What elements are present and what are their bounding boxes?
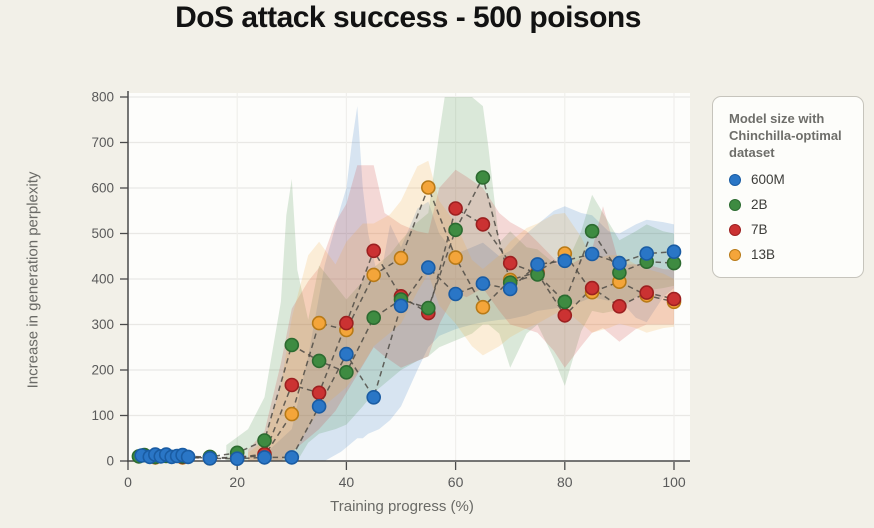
point-7B	[584, 280, 600, 296]
point-600M	[502, 281, 518, 297]
point-7B	[666, 291, 682, 307]
y-tick-label: 600	[91, 181, 114, 196]
point-600M	[448, 286, 463, 302]
legend-dot-13b	[729, 248, 741, 261]
point-13B	[393, 250, 409, 266]
point-13B	[366, 267, 382, 283]
point-13B	[284, 406, 300, 422]
y-tick-label: 100	[91, 408, 114, 423]
point-600M	[584, 246, 600, 262]
point-600M	[202, 450, 218, 466]
x-axis-label: Training progress (%)	[330, 498, 474, 515]
plot-area	[128, 93, 690, 461]
legend-label-600m: 600M	[751, 172, 785, 188]
point-600M	[311, 399, 327, 414]
y-axis-label: Increase in generation perplexity	[24, 171, 42, 389]
point-7B	[339, 315, 354, 331]
legend-dot-600m	[729, 173, 741, 186]
point-600M	[257, 450, 272, 465]
point-600M	[393, 298, 409, 314]
point-600M	[366, 389, 382, 405]
point-2B	[475, 170, 491, 185]
point-600M	[475, 276, 491, 291]
point-2B	[448, 222, 463, 238]
point-7B	[311, 385, 327, 401]
legend-item-2b: 2B	[729, 197, 849, 212]
point-600M	[530, 257, 545, 272]
x-tick-label: 100	[662, 474, 686, 490]
legend-label-7b: 7B	[751, 222, 768, 238]
point-13B	[311, 315, 327, 331]
point-2B	[584, 223, 600, 239]
legend-title: Model size with Chinchilla-optimal datas…	[729, 111, 842, 161]
point-7B	[502, 255, 518, 271]
point-600M	[284, 450, 300, 465]
point-7B	[612, 298, 627, 314]
chart-title: DoS attack success - 500 poisons	[175, 1, 641, 34]
point-7B	[557, 308, 573, 323]
point-2B	[557, 294, 573, 310]
point-2B	[339, 364, 354, 380]
legend-item-600m: 600M	[729, 172, 849, 187]
point-13B	[475, 299, 491, 315]
point-600M	[639, 246, 655, 261]
point-7B	[639, 285, 655, 300]
x-tick-label: 40	[339, 474, 355, 490]
point-13B	[420, 180, 436, 195]
y-tick-label: 200	[91, 363, 114, 378]
x-tick-label: 20	[229, 474, 245, 490]
point-2B	[366, 310, 382, 326]
point-7B	[448, 201, 463, 216]
point-2B	[284, 337, 300, 353]
band-13B	[248, 160, 674, 461]
point-600M	[612, 255, 627, 271]
legend-item-7b: 7B	[729, 222, 849, 237]
x-tick-label: 0	[124, 474, 132, 490]
point-2B	[311, 353, 327, 369]
y-tick-label: 0	[106, 454, 114, 469]
legend-dot-2b	[729, 198, 741, 211]
legend-dot-7b	[729, 223, 741, 236]
y-tick-label: 300	[91, 317, 114, 332]
y-tick-label: 700	[91, 135, 114, 150]
legend-label-13b: 13B	[751, 247, 776, 263]
x-tick-label: 80	[557, 474, 573, 490]
point-600M	[229, 451, 245, 467]
point-13B	[448, 250, 463, 265]
point-2B	[257, 433, 272, 448]
point-600M	[180, 449, 196, 465]
y-tick-label: 800	[91, 90, 114, 105]
x-tick-label: 60	[448, 474, 464, 490]
point-7B	[284, 377, 300, 393]
legend-item-13b: 13B	[729, 247, 849, 262]
legend: Model size with Chinchilla-optimal datas…	[712, 96, 864, 279]
y-tick-label: 400	[91, 272, 114, 287]
legend-label-2b: 2B	[751, 197, 768, 213]
point-7B	[475, 217, 491, 232]
point-600M	[420, 260, 436, 275]
point-600M	[666, 244, 682, 259]
band-7B	[248, 165, 674, 462]
y-tick-label: 500	[91, 226, 114, 241]
point-7B	[366, 243, 382, 259]
point-2B	[420, 300, 436, 316]
point-600M	[557, 253, 573, 269]
point-600M	[339, 346, 354, 362]
